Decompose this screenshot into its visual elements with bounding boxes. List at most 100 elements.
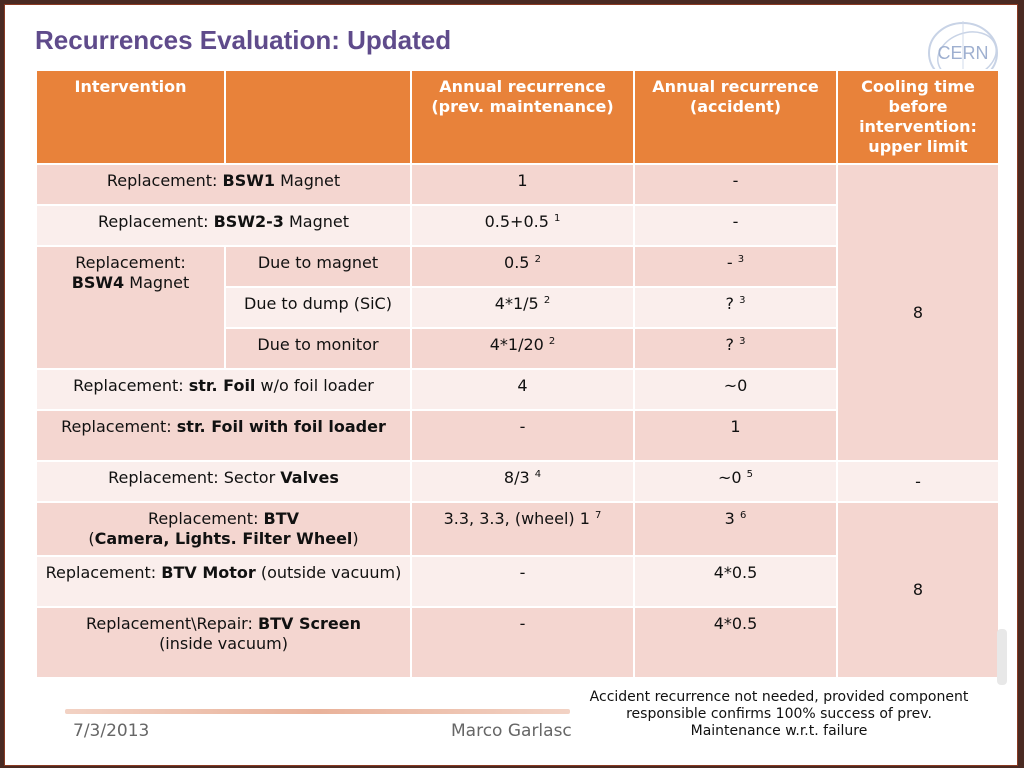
accident-cell: ~0 5 [633, 460, 838, 503]
label-text: Magnet [283, 212, 349, 231]
label-text: Replacement: [61, 417, 177, 436]
table-row: Replacement: BSW1 Magnet 1 - 8 [35, 163, 1000, 462]
footer-note: Accident recurrence not needed, provided… [589, 689, 969, 739]
label-text: Replacement: [45, 563, 162, 582]
footer-divider [65, 709, 570, 714]
footnote-ref: 3 [739, 295, 746, 306]
prev-maintenance-cell: 4*1/20 2 [410, 327, 635, 370]
cooling-time-cell: 8 [836, 501, 1000, 679]
prev-maintenance-cell: - [410, 409, 635, 462]
footnote-ref: 4 [534, 469, 542, 480]
table-row: Replacement: str. Foil with foil loader … [35, 409, 999, 462]
label-bold: BTV Screen [257, 614, 361, 633]
footnote-ref: 3 [739, 336, 746, 347]
label-text: Magnet [124, 273, 190, 292]
label-text: (outside vacuum) [255, 563, 402, 582]
prev-maintenance-cell: 1 [410, 163, 635, 206]
slide-edge-highlight [997, 629, 1007, 685]
table-row: Replacement: BTV Motor (outside vacuum) … [35, 555, 999, 608]
table-row: Replacement: BSW4 Magnet Due to magnet 0.… [35, 245, 999, 370]
prev-maintenance-cell: 4 [410, 368, 635, 411]
header-blank [224, 69, 412, 165]
prev-maintenance-cell: 0.5 2 [410, 245, 635, 288]
label-text: Replacement: [73, 376, 189, 395]
table-header-row: Intervention Annual recurrence (prev. ma… [35, 69, 1000, 165]
value-text: 0.5 [504, 253, 530, 272]
header-intervention: Intervention [35, 69, 226, 165]
footer-date: 7/3/2013 [73, 721, 150, 741]
header-cooling-time: Cooling time before intervention: upper … [836, 69, 1000, 165]
label-text: ) [352, 529, 359, 548]
sub-intervention-cell: Due to dump (SiC) [224, 286, 412, 329]
table-row: Replacement: BSW2-3 Magnet 0.5+0.5 1 - [35, 204, 999, 247]
accident-cell: 4*0.5 [633, 555, 838, 608]
footnote-ref: 5 [746, 469, 754, 480]
table-row: Replacement\Repair: BTV Screen (inside va… [35, 606, 999, 679]
accident-cell: - [633, 163, 838, 206]
footnote-ref: 2 [543, 295, 551, 306]
intervention-cell: Replacement: BSW2-3 Magnet [35, 204, 412, 247]
value-text: - [732, 212, 739, 231]
accident-cell: 4*0.5 [633, 606, 838, 679]
label-bold: BSW2-3 [213, 212, 284, 231]
label-text: ( [88, 529, 95, 548]
prev-maintenance-cell: 3.3, 3.3, (wheel) 1 7 [410, 501, 635, 557]
table-row: Replacement: Sector Valves 8/3 4 ~0 5 - [35, 460, 1000, 503]
cooling-time-cell: 8 [836, 163, 1000, 462]
prev-maintenance-cell: 4*1/5 2 [410, 286, 635, 329]
footnote-ref: 2 [534, 254, 541, 265]
label-bold: str. Foil with foil loader [176, 417, 386, 436]
label-text: Magnet [275, 171, 341, 190]
accident-cell: - [633, 204, 838, 247]
value-text: - [732, 171, 739, 190]
footnote-ref: 3 [737, 254, 745, 265]
accident-cell: 3 6 [633, 501, 838, 557]
footnote-ref: 6 [739, 510, 747, 521]
value-text: ? [725, 335, 735, 354]
intervention-cell: Replacement: BSW1 Magnet [35, 163, 412, 206]
label-text: Replacement\Repair: [85, 614, 258, 633]
label-text: Replacement: [106, 171, 223, 190]
label-text: Replacement: [75, 253, 186, 272]
label-text: (inside vacuum) [159, 634, 288, 653]
cern-logo-text: CERN [937, 43, 988, 63]
accident-cell: ? 3 [633, 327, 838, 370]
footnote-ref: 7 [595, 510, 602, 521]
accident-cell: ? 3 [633, 286, 838, 329]
intervention-cell-bsw4: Replacement: BSW4 Magnet [35, 245, 226, 370]
recurrence-table: Intervention Annual recurrence (prev. ma… [35, 69, 1000, 679]
label-text: Replacement: [98, 212, 214, 231]
value-text: ? [725, 294, 735, 313]
cooling-time-cell: - [836, 460, 1000, 503]
label-text: Replacement: [147, 509, 264, 528]
accident-cell: - 3 [633, 245, 838, 288]
intervention-cell: Replacement: str. Foil w/o foil loader [35, 368, 412, 411]
value-text: 4*1/5 [494, 294, 539, 313]
table-row: Replacement: str. Foil w/o foil loader 4… [35, 368, 999, 411]
value-text: 1 [517, 171, 528, 190]
label-bold: Camera, Lights. Filter Wheel [94, 529, 353, 548]
page-title: Recurrences Evaluation: Updated [35, 25, 452, 55]
value-text: 0.5+0.5 [484, 212, 549, 231]
value-text: 4*1/20 [489, 335, 544, 354]
table-row: Replacement: BTV (Camera, Lights. Filter … [35, 501, 1000, 679]
intervention-cell: Replacement\Repair: BTV Screen (inside va… [35, 606, 412, 679]
label-bold: BTV [263, 509, 300, 528]
label-text: w/o foil loader [255, 376, 374, 395]
table-row: Due to dump (SiC) 4*1/5 2 ? 3 [36, 286, 999, 329]
intervention-cell: Replacement: Sector Valves [35, 460, 412, 503]
intervention-cell: Replacement: BTV Motor (outside vacuum) [35, 555, 412, 608]
label-bold: Valves [280, 468, 339, 487]
value-text: - [726, 253, 733, 272]
intervention-cell: Replacement: str. Foil with foil loader [35, 409, 412, 462]
prev-maintenance-cell: 0.5+0.5 1 [410, 204, 635, 247]
prev-maintenance-cell: 8/3 4 [410, 460, 635, 503]
footnote-ref: 2 [548, 336, 556, 347]
accident-cell: 1 [633, 409, 838, 462]
intervention-cell: Replacement: BTV (Camera, Lights. Filter … [35, 501, 412, 557]
prev-maintenance-cell: - [410, 606, 635, 679]
footer-author: Marco Garlasc [451, 721, 572, 741]
label-bold: str. Foil [188, 376, 256, 395]
value-text: 3.3, 3.3, (wheel) 1 [443, 509, 590, 528]
value-text: 8/3 [503, 468, 530, 487]
